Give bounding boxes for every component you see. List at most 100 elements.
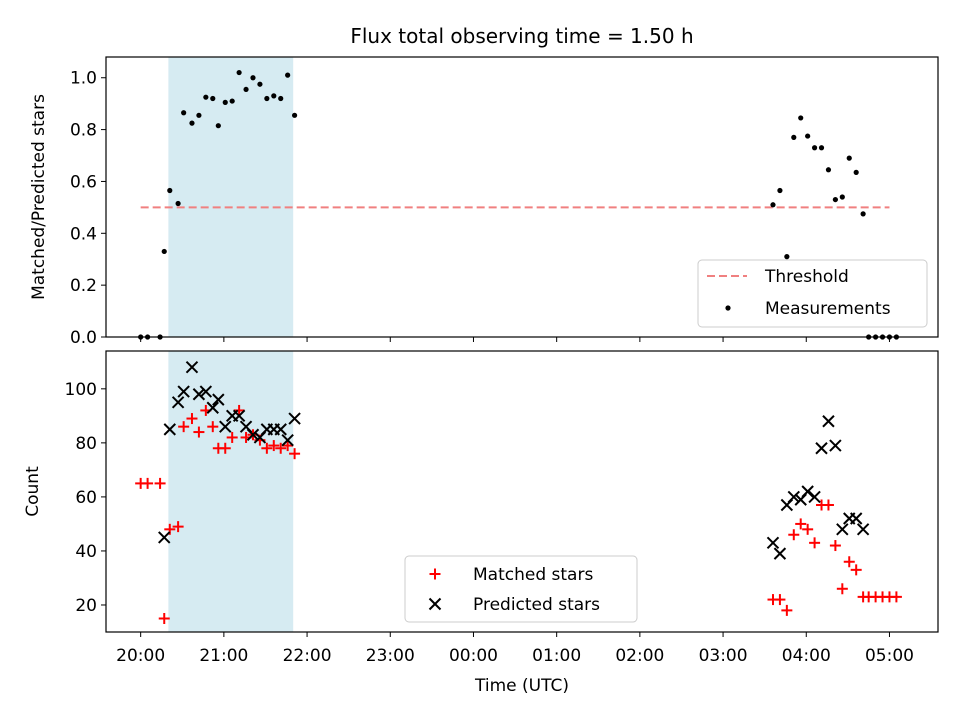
count-legend: Matched stars Predicted stars xyxy=(404,555,638,623)
measurement-point xyxy=(181,110,187,116)
legend-predicted-label: Predicted stars xyxy=(473,595,600,615)
count-panel: 20 40 60 80 100 20:00 21:00 22:00 23:00 00:00 01:… xyxy=(23,350,939,696)
y-tick-label: 20 xyxy=(75,596,97,616)
measurement-point xyxy=(839,194,845,200)
ratio-x-ticks xyxy=(140,337,890,342)
y-tick-label: 0.2 xyxy=(70,276,97,296)
predicted-star-point xyxy=(856,523,870,536)
matched-star-point xyxy=(429,568,441,580)
measurement-point xyxy=(203,94,209,100)
chart-title: Flux total observing time = 1.50 h xyxy=(350,24,693,48)
matched-star-point xyxy=(843,556,855,568)
predicted-marker-b xyxy=(206,401,219,414)
measurement-point xyxy=(196,112,202,118)
predicted-star-point xyxy=(177,385,190,398)
predicted-star-point xyxy=(766,536,780,550)
predicted-star-point xyxy=(787,490,800,504)
matched-star-point xyxy=(795,518,807,530)
matched-star-point xyxy=(890,591,902,603)
x-tick-label: 23:00 xyxy=(366,646,415,666)
x-tick-label: 00:00 xyxy=(449,646,498,666)
y-tick-label: 1.0 xyxy=(70,69,97,89)
measurement-point xyxy=(229,98,235,104)
predicted-star-point xyxy=(822,415,835,428)
measurement-point xyxy=(777,187,783,194)
matched-star-point xyxy=(261,442,273,454)
measurement-point xyxy=(264,95,270,102)
matched-star-point xyxy=(142,477,154,489)
matched-star-point xyxy=(172,521,184,533)
predicted-marker-b xyxy=(836,523,849,536)
ratio-y-ticks: 0.0 0.2 0.4 0.6 0.8 1.0 xyxy=(70,69,106,348)
measurement-point xyxy=(215,123,221,129)
predicted-marker-b xyxy=(212,393,225,406)
matched-star-point xyxy=(850,564,862,576)
measurement-point xyxy=(770,202,776,208)
matched-star-point xyxy=(781,604,793,616)
measurement-point xyxy=(167,187,173,194)
measurement-point xyxy=(285,72,291,78)
predicted-star-point xyxy=(192,388,206,401)
x-tick-label: 20:00 xyxy=(116,646,165,666)
count-y-axis-label: Count xyxy=(23,466,43,517)
predicted-marker-b xyxy=(185,361,199,374)
matched-star-point xyxy=(836,583,848,595)
predicted-marker-b xyxy=(815,442,828,455)
matched-star-point xyxy=(233,404,245,416)
count-y-ticks: 20 40 60 80 100 xyxy=(65,380,106,616)
measurement-point xyxy=(853,169,859,175)
measurement-point xyxy=(846,155,852,161)
matched-star-point xyxy=(193,426,205,438)
legend-threshold-label: Threshold xyxy=(764,267,849,287)
measurement-point xyxy=(832,196,838,203)
matched-star-point xyxy=(186,413,198,425)
y-tick-label: 60 xyxy=(75,488,97,508)
measurement-point xyxy=(222,99,228,105)
measurement-point xyxy=(210,95,216,102)
measurement-point xyxy=(271,93,277,99)
x-tick-label: 02:00 xyxy=(615,646,664,666)
time-x-ticks: 20:00 21:00 22:00 23:00 00:00 01:00 02:00 03:00… xyxy=(116,632,914,666)
matched-star-point xyxy=(809,537,821,549)
measurement-point xyxy=(798,115,804,121)
predicted-star-point xyxy=(829,439,842,452)
predicted-star-point xyxy=(815,442,828,455)
predicted-star-point xyxy=(171,396,185,409)
predicted-marker-b xyxy=(787,490,800,504)
measurement-point xyxy=(257,81,263,87)
ratio-panel-frame xyxy=(105,56,939,338)
matched-star-point xyxy=(774,594,786,606)
predicted-marker-b xyxy=(171,396,185,409)
matched-star-point xyxy=(226,431,238,443)
observing-window-span xyxy=(168,57,294,337)
predicted-star-point xyxy=(836,523,849,536)
predicted-star-point xyxy=(808,490,821,504)
measurement-point xyxy=(189,120,195,126)
x-tick-label: 01:00 xyxy=(532,646,581,666)
measurement-point xyxy=(161,248,167,255)
predicted-star-point xyxy=(281,433,294,447)
predicted-marker-b xyxy=(177,385,190,398)
predicted-marker-b xyxy=(199,385,213,398)
predicted-marker-b xyxy=(281,433,294,447)
measurement-point xyxy=(175,200,181,207)
ratio-legend: Threshold Measurements xyxy=(697,259,928,328)
matched-star-point xyxy=(282,440,294,452)
y-tick-label: 40 xyxy=(75,542,97,562)
time-x-axis-label: Time (UTC) xyxy=(474,676,569,696)
matched-star-point xyxy=(154,477,166,489)
predicted-marker-b xyxy=(232,409,246,423)
count-series xyxy=(135,361,902,624)
predicted-marker-b xyxy=(158,531,171,544)
predicted-marker-b xyxy=(822,415,835,428)
legend-measurements-swatch xyxy=(725,305,731,311)
measurement-point xyxy=(236,69,242,76)
predicted-star-point xyxy=(212,393,225,406)
predicted-star-point xyxy=(219,420,232,433)
measurement-point xyxy=(825,167,832,173)
matched-star-point xyxy=(275,442,287,454)
measurements-series xyxy=(138,69,900,340)
predicted-marker-b xyxy=(288,412,301,425)
measurement-point xyxy=(278,95,284,102)
